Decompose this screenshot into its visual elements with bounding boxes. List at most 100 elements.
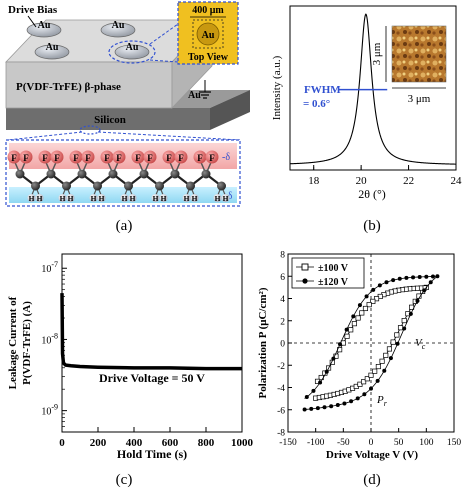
data-point — [318, 380, 323, 385]
film-front — [5, 61, 173, 109]
fluorine-atom — [38, 150, 52, 164]
data-point — [382, 368, 387, 373]
data-point — [364, 294, 369, 299]
data-point — [366, 302, 372, 308]
x-tick-label: -50 — [337, 438, 350, 448]
plot-frame — [61, 253, 243, 433]
y-tick-label: 10-8 — [41, 331, 58, 346]
data-point — [417, 274, 422, 279]
data-point — [368, 372, 374, 378]
film-label: P(VDF-TrFE) β-phase — [16, 81, 121, 93]
y-axis-label: Polarization P (μC/cm²) — [257, 287, 269, 398]
data-point — [315, 406, 320, 411]
electrode-dot — [196, 22, 220, 46]
data-point — [351, 314, 356, 319]
scale-label-y: 3 μm — [371, 42, 383, 65]
fluorine-atom — [19, 150, 33, 164]
data-point — [309, 406, 314, 411]
pr-label: Pr — [376, 394, 388, 408]
scan-area-outline — [192, 19, 224, 49]
data-point — [377, 283, 382, 288]
afm-inset: 3 μm 3 μm — [371, 25, 447, 105]
fluorine-atom — [50, 150, 64, 164]
hydrogen-atom — [120, 194, 129, 202]
data-point — [397, 276, 402, 281]
silicon-front — [6, 108, 210, 130]
data-point — [344, 327, 349, 332]
x-tick-label: 20 — [356, 175, 368, 187]
carbon-atom — [46, 169, 56, 179]
data-point — [302, 407, 307, 412]
fluorine-atom — [193, 150, 207, 164]
data-point — [364, 376, 370, 382]
atom-label: H — [161, 194, 167, 203]
leakage-curve — [60, 293, 242, 371]
x-tick-label: 18 — [308, 175, 320, 187]
carbon-atom — [124, 181, 133, 191]
x-axis-label: Drive Voltage V (V) — [326, 449, 419, 461]
y-tick-label: 10-9 — [41, 403, 58, 418]
carbon-atom — [170, 169, 180, 179]
atom-label: F — [73, 153, 79, 163]
data-point — [379, 358, 385, 364]
atom-label: H — [68, 194, 74, 203]
carbon-atom — [31, 181, 40, 191]
size-label: 400 μm — [192, 5, 224, 16]
fluorine-atom — [143, 150, 157, 164]
x-tick-label: 600 — [162, 437, 179, 449]
fluorine-atom — [112, 150, 126, 164]
ground-icon — [199, 80, 211, 99]
atom-label: F — [209, 153, 215, 163]
data-point — [401, 318, 407, 324]
panel-label: (d) — [363, 472, 381, 488]
fluorine-atom — [100, 150, 114, 164]
data-point — [304, 394, 309, 399]
x-tick-label: 1000 — [231, 437, 254, 449]
data-point — [391, 278, 396, 283]
carbon-atom — [15, 169, 25, 179]
hydrogen-atom — [66, 194, 75, 202]
atom-label: H — [37, 194, 43, 203]
atom-label: H — [60, 194, 66, 203]
fluorine-atom — [174, 150, 188, 164]
atom-label: F — [23, 153, 29, 163]
top-view-inset: Au 400 μm Top View — [177, 1, 239, 65]
y-axis-label-line1: Leakage Current of — [7, 296, 19, 389]
data-point — [351, 321, 357, 327]
carbon-atom — [62, 181, 71, 191]
x-tick-label: 150 — [447, 438, 462, 448]
y-axis-label: Intensity (a.u.) — [271, 55, 283, 120]
atom-label: H — [99, 194, 105, 203]
hydrogen-atom — [159, 194, 168, 202]
x-tick-label: -150 — [279, 438, 297, 448]
legend-entry: ±120 V — [318, 277, 349, 288]
x-axis-label: Hold Time (s) — [117, 447, 187, 461]
atom-label: F — [85, 153, 91, 163]
atom-label: F — [197, 153, 203, 163]
data-point — [375, 378, 380, 383]
scale-label-x: 3 μm — [408, 93, 431, 105]
data-point — [383, 352, 389, 358]
x-tick-label: -100 — [307, 438, 325, 448]
data-point — [408, 311, 413, 316]
data-point — [424, 274, 429, 279]
panel-a: Silicon P(VDF-TrFE) β-phase Au Au Au Au … — [5, 1, 250, 234]
panel-b: 18 20 22 24 2θ (°) Intensity (a.u.) FWHM = … — [271, 5, 462, 234]
carbon-atom — [186, 181, 195, 191]
hydrogen-atom — [182, 194, 191, 202]
vc-label: Vc — [415, 337, 426, 351]
data-point — [311, 388, 316, 393]
data-point — [342, 401, 347, 406]
data-point — [361, 379, 367, 385]
data-point — [372, 368, 378, 374]
substrate-label: Silicon — [94, 114, 126, 126]
data-point — [404, 275, 409, 280]
zoom-outline — [108, 40, 156, 64]
carbon-atom — [77, 169, 87, 179]
data-point — [384, 280, 389, 285]
y-tick-label: 10-7 — [41, 260, 58, 275]
inset-electrode-label: Au — [202, 30, 215, 41]
x-tick-label: 22 — [403, 175, 414, 187]
electrode-label: Au — [38, 20, 51, 31]
axes: 0 200 400 600 800 1000 10-7 10-8 10-9 — [41, 260, 253, 449]
